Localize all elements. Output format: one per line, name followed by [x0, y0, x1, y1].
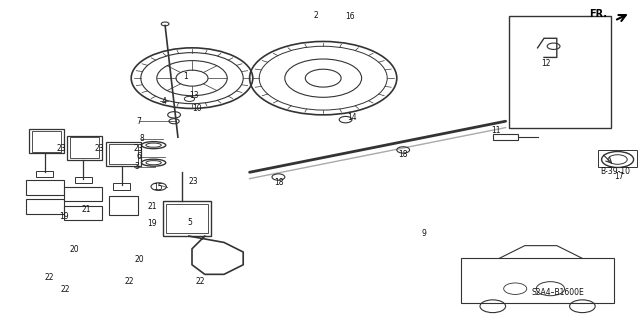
Bar	[509, 16, 611, 128]
Bar	[29, 129, 64, 153]
Text: 15: 15	[154, 183, 163, 192]
Text: 21: 21	[82, 205, 92, 214]
Bar	[75, 177, 92, 183]
Bar	[26, 199, 64, 214]
Text: 23: 23	[189, 177, 198, 186]
Text: 4: 4	[162, 97, 167, 106]
Text: 12: 12	[541, 59, 550, 68]
Bar	[113, 183, 130, 190]
Text: 22: 22	[45, 273, 54, 282]
Text: 20: 20	[134, 255, 144, 263]
Text: 20: 20	[69, 245, 79, 254]
Bar	[493, 134, 518, 140]
Bar	[64, 206, 102, 220]
Text: 5: 5	[188, 218, 193, 227]
Text: 7: 7	[136, 117, 141, 126]
Bar	[163, 201, 211, 236]
Bar	[64, 187, 102, 201]
Bar	[109, 196, 138, 215]
Bar	[70, 137, 99, 158]
Text: 19: 19	[147, 219, 157, 228]
Text: 19: 19	[59, 212, 68, 221]
Text: 10: 10	[192, 104, 202, 113]
Text: 21: 21	[147, 202, 157, 211]
Bar	[36, 171, 53, 177]
Text: 3: 3	[134, 162, 140, 171]
Text: 6: 6	[136, 152, 141, 161]
Text: 23: 23	[133, 144, 143, 153]
Text: 17: 17	[614, 172, 624, 181]
Text: 22: 22	[195, 277, 205, 286]
Text: FR.: FR.	[589, 9, 607, 19]
Text: 23: 23	[95, 144, 104, 153]
Bar	[67, 136, 102, 160]
Bar	[109, 144, 138, 164]
Text: 13: 13	[189, 91, 198, 100]
Bar	[106, 142, 141, 166]
Text: S2A4–B1600E: S2A4–B1600E	[531, 288, 584, 297]
Text: 11: 11	[492, 126, 501, 135]
Text: 22: 22	[125, 277, 134, 286]
Text: 16: 16	[346, 12, 355, 21]
Text: 2: 2	[314, 11, 318, 20]
Bar	[461, 258, 614, 303]
Text: 18: 18	[274, 178, 284, 187]
Text: 8: 8	[140, 134, 144, 143]
Bar	[32, 131, 61, 152]
Text: 23: 23	[56, 144, 66, 153]
Text: 18: 18	[398, 150, 408, 159]
Text: B-39-10: B-39-10	[600, 167, 630, 176]
Bar	[26, 180, 64, 195]
Text: 1: 1	[184, 72, 188, 81]
Bar	[166, 204, 208, 233]
Text: 22: 22	[61, 285, 70, 294]
Text: 14: 14	[348, 113, 357, 122]
Bar	[598, 150, 637, 167]
Text: 9: 9	[421, 229, 426, 238]
